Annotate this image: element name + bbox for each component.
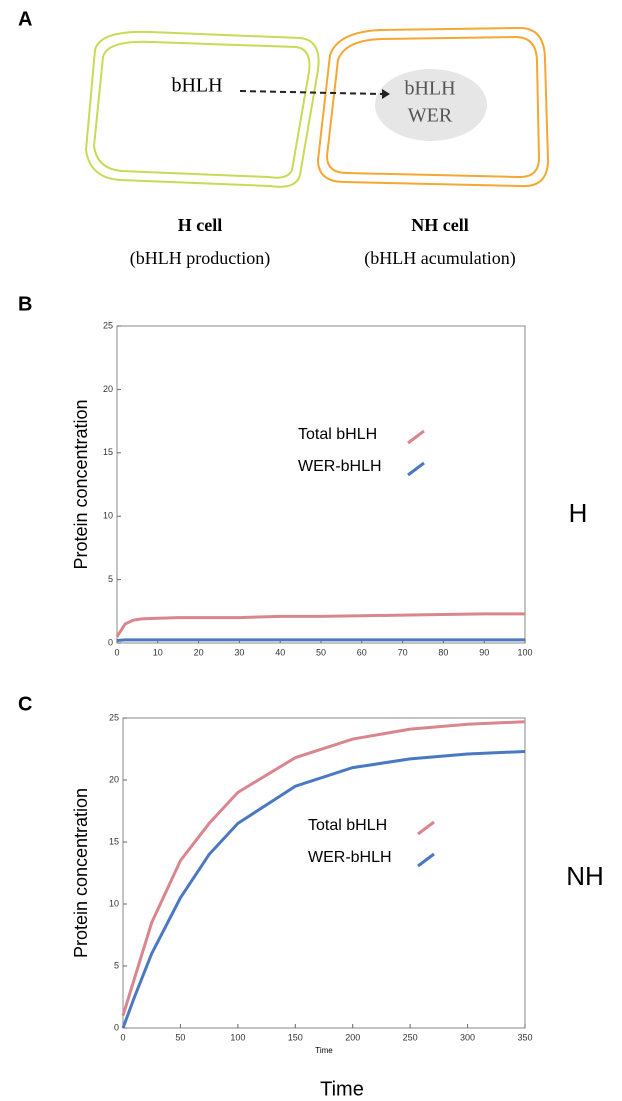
legend-swatch [417,820,435,836]
arrow [239,90,383,95]
cell-title: NH cell [411,215,468,235]
cell-text: WER [408,105,453,127]
y-tick-label: 20 [109,774,119,784]
y-axis-label: Protein concentration [71,399,91,569]
x-tick-label: 250 [403,1032,418,1042]
nh-cell [316,26,550,188]
cell-subtitle: (bHLH acumulation) [364,248,515,269]
y-tick-label: 10 [103,511,113,521]
figure-x-label: Time [320,1078,364,1100]
x-tick-label: 350 [517,1032,532,1042]
x-tick-label: 80 [438,647,448,657]
y-axis-label: Protein concentration [71,788,91,958]
panel-label: A [18,8,32,30]
h-cell [84,30,320,188]
y-tick-label: 10 [109,898,119,908]
x-tick-label: 10 [153,647,163,657]
x-tick-label: 90 [479,647,489,657]
legend-swatch [407,429,425,445]
y-tick-label: 25 [109,712,119,722]
series-line [116,638,525,642]
y-tick-label: 5 [114,960,119,970]
legend-label: Total bHLH [308,817,387,834]
side-label: H [569,498,588,528]
cell-text: bHLH [171,75,222,97]
series-line [115,612,525,638]
y-tick-label: 0 [108,637,113,647]
x-tick-label: 50 [175,1032,185,1042]
x-tick-label: 0 [120,1032,125,1042]
x-tick-label: 300 [460,1032,475,1042]
series-line [121,720,526,1017]
series-line [121,749,526,1029]
x-tick-label: 20 [194,647,204,657]
cell-text: bHLH [404,78,455,100]
x-tick-label: 200 [345,1032,360,1042]
x-tick-label: 100 [517,647,532,657]
y-tick-label: 15 [103,447,113,457]
x-tick-label: 30 [234,647,244,657]
y-tick-label: 20 [103,384,113,394]
arrow-head [382,89,390,99]
legend-swatch [407,461,425,477]
panel-label: C [18,693,32,715]
plot-frame [122,717,526,1029]
side-label: NH [566,861,604,891]
panel-label: B [18,293,32,315]
y-tick-label: 5 [108,574,113,584]
x-tick-label: 40 [275,647,285,657]
x-tick-label: 50 [316,647,326,657]
y-tick-label: 25 [103,320,113,330]
legend-label: Total bHLH [298,426,377,443]
x-tick-label: 60 [357,647,367,657]
x-tick-label: 150 [288,1032,303,1042]
complex-area [375,69,487,141]
legend-swatch [417,852,435,868]
legend-label: WER-bHLH [298,458,382,475]
x-tick-label: 70 [398,647,408,657]
x-tick-label: 100 [230,1032,245,1042]
cell-subtitle: (bHLH production) [130,248,270,269]
y-tick-label: 0 [114,1022,119,1032]
x-tick-label: 0 [114,647,119,657]
x-axis-label: Time [315,1046,333,1055]
plot-frame [116,325,526,644]
y-tick-label: 15 [109,836,119,846]
legend-label: WER-bHLH [308,849,392,866]
cell-title: H cell [178,215,222,235]
